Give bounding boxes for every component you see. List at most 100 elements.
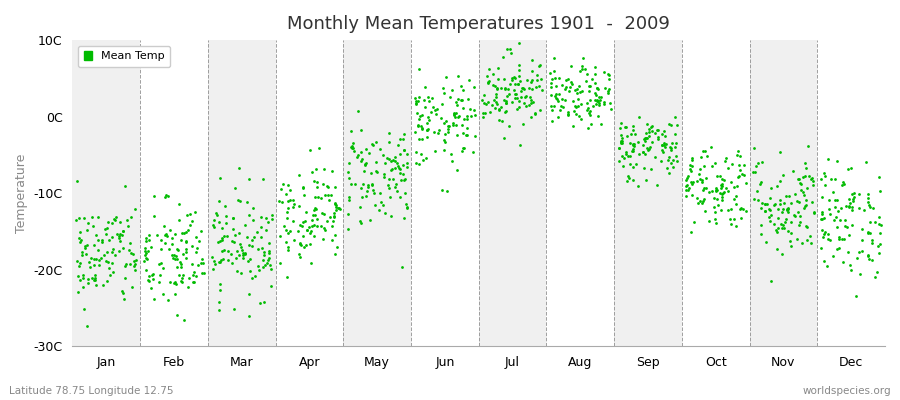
Point bbox=[354, 126, 368, 133]
Point bbox=[614, 140, 628, 146]
Point bbox=[842, 262, 857, 269]
Point bbox=[308, 204, 322, 211]
Point bbox=[571, 96, 585, 102]
Point bbox=[256, 252, 271, 258]
Point bbox=[580, 105, 595, 112]
Point bbox=[568, 87, 582, 93]
Point bbox=[544, 92, 558, 98]
Point bbox=[544, 70, 558, 76]
Point bbox=[303, 228, 318, 234]
Point bbox=[716, 190, 730, 196]
Point bbox=[698, 185, 713, 191]
Point bbox=[750, 188, 764, 194]
Point bbox=[233, 198, 248, 204]
Point bbox=[614, 132, 628, 138]
Point bbox=[820, 263, 834, 270]
Point bbox=[390, 160, 404, 166]
Point bbox=[76, 284, 90, 290]
Point bbox=[602, 100, 616, 106]
Point bbox=[310, 183, 325, 190]
Point bbox=[296, 233, 310, 240]
Point bbox=[328, 232, 342, 238]
Point bbox=[171, 247, 185, 253]
Point bbox=[588, 80, 602, 86]
Point bbox=[862, 202, 877, 208]
Point bbox=[446, 119, 461, 126]
Point bbox=[242, 313, 256, 320]
Point bbox=[210, 212, 224, 218]
Point bbox=[450, 167, 464, 173]
Point bbox=[764, 185, 778, 192]
Point bbox=[615, 153, 629, 159]
Point bbox=[590, 113, 605, 119]
Point bbox=[843, 200, 858, 206]
Point bbox=[392, 170, 407, 176]
Point bbox=[700, 152, 715, 159]
Point bbox=[656, 148, 670, 155]
Point bbox=[279, 191, 293, 197]
Point bbox=[715, 182, 729, 188]
Point bbox=[790, 236, 805, 242]
Point bbox=[240, 199, 255, 205]
Point bbox=[397, 147, 411, 153]
Point bbox=[328, 204, 343, 210]
Point bbox=[447, 114, 462, 120]
Point bbox=[635, 142, 650, 148]
Point bbox=[786, 167, 800, 174]
Point bbox=[837, 236, 851, 242]
Point bbox=[176, 275, 190, 281]
Point bbox=[206, 222, 220, 228]
Point bbox=[283, 197, 297, 204]
Bar bbox=[614, 40, 682, 346]
Point bbox=[308, 212, 322, 218]
Point bbox=[292, 240, 307, 247]
Point bbox=[575, 88, 590, 94]
Point bbox=[767, 220, 781, 227]
Point bbox=[679, 183, 693, 189]
Point bbox=[486, 71, 500, 77]
Point bbox=[865, 237, 879, 243]
Point bbox=[762, 206, 777, 213]
Point bbox=[715, 176, 729, 182]
Point bbox=[158, 194, 173, 200]
Point bbox=[582, 112, 597, 118]
Point bbox=[614, 120, 628, 126]
Point bbox=[590, 97, 604, 104]
Point bbox=[695, 176, 709, 183]
Bar bbox=[750, 40, 817, 346]
Point bbox=[95, 282, 110, 288]
Point bbox=[141, 248, 156, 254]
Point bbox=[709, 173, 724, 180]
Point bbox=[730, 173, 744, 180]
Point bbox=[593, 97, 608, 103]
Point bbox=[504, 75, 518, 82]
Point bbox=[525, 77, 539, 83]
Point bbox=[691, 171, 706, 177]
Point bbox=[169, 253, 184, 259]
Point bbox=[344, 128, 358, 134]
Point bbox=[415, 112, 429, 118]
Point bbox=[115, 245, 130, 252]
Point bbox=[419, 134, 434, 140]
Point bbox=[346, 145, 361, 152]
Point bbox=[709, 187, 724, 193]
Point bbox=[102, 237, 116, 244]
Point bbox=[670, 158, 684, 165]
Point bbox=[796, 188, 811, 195]
Point bbox=[462, 77, 476, 84]
Point bbox=[412, 112, 427, 119]
Point bbox=[682, 185, 697, 192]
Point bbox=[159, 231, 174, 238]
Point bbox=[230, 196, 245, 203]
Point bbox=[439, 118, 454, 124]
Point bbox=[841, 166, 855, 173]
Point bbox=[234, 270, 248, 277]
Point bbox=[707, 209, 722, 215]
Point bbox=[715, 191, 729, 198]
Point bbox=[647, 130, 662, 136]
Point bbox=[275, 199, 290, 206]
Point bbox=[87, 277, 102, 284]
Point bbox=[510, 106, 525, 112]
Point bbox=[346, 140, 360, 146]
Point bbox=[824, 176, 838, 182]
